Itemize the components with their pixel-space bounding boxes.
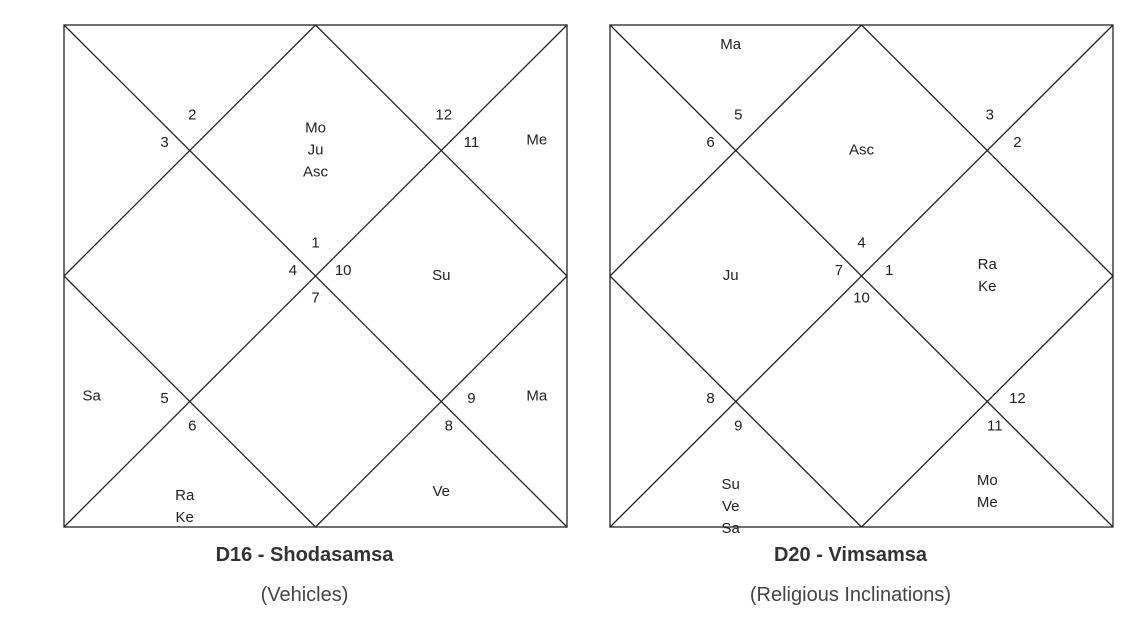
planet-label: Mo — [305, 119, 326, 136]
sign-number: 1 — [885, 262, 893, 279]
sign-number: 5 — [734, 106, 742, 123]
diamond-edge — [609, 24, 862, 277]
house-9: 5 Sa — [82, 387, 168, 407]
sign-number: 5 — [160, 390, 168, 407]
diamond-edge — [63, 24, 316, 277]
house-3: 11 Me — [464, 131, 548, 151]
house-3: 2 — [1013, 134, 1021, 151]
house-6: 8 Ve — [432, 418, 452, 500]
house-11: 3 — [160, 134, 168, 151]
sign-number: 3 — [986, 106, 994, 123]
chart-title: D16 - Shodasamsa — [215, 544, 394, 566]
house-5: 12 — [1009, 390, 1026, 407]
planet-label: Asc — [849, 141, 875, 158]
chart-panel-d16: 1 Mo Ju Asc 12 11 Me 10 Su 9 Ma 8 Ve 7 6 Ra Ke 5 Sa 4 3 2 D16… — [52, 0, 572, 627]
house-1: 1 Mo Ju Asc — [303, 119, 329, 251]
sign-number: 6 — [706, 134, 714, 151]
house-7: 10 — [853, 290, 870, 307]
sign-number: 9 — [734, 418, 742, 435]
planet-label: Ve — [432, 483, 450, 500]
planet-label: Asc — [303, 163, 329, 180]
sign-number: 2 — [1013, 134, 1021, 151]
diagonal-line — [63, 24, 568, 528]
sign-number: 4 — [857, 234, 865, 251]
house-9: 8 — [706, 390, 714, 407]
diagonal-line — [609, 24, 1114, 528]
house-2: 12 — [435, 106, 452, 123]
planet-label: Ra — [175, 487, 195, 504]
house-4: 1 Ra Ke — [885, 256, 997, 295]
planet-label: Me — [526, 131, 547, 148]
house-8: 9 Su Ve Sa — [722, 418, 743, 537]
planet-label: Ke — [978, 278, 996, 295]
diamond-edge — [63, 275, 316, 528]
house-10: 7 Ju — [723, 262, 843, 284]
sign-number: 10 — [335, 262, 352, 279]
planet-label: Me — [977, 494, 998, 511]
sign-number: 9 — [467, 390, 475, 407]
sign-number: 11 — [987, 418, 1003, 435]
sign-number: 7 — [311, 290, 319, 307]
sign-number: 11 — [464, 134, 480, 151]
chart-subtitle: (Vehicles) — [260, 584, 349, 606]
diamond-edge — [315, 24, 568, 277]
planet-label: Ju — [308, 141, 324, 158]
house-7: 7 — [311, 290, 319, 307]
house-1: 4 Asc — [849, 141, 875, 251]
house-8: 6 Ra Ke — [175, 418, 196, 526]
sign-number: 4 — [289, 262, 297, 279]
chart-subtitle: (Religious Inclinations) — [749, 584, 952, 606]
house-11: 6 — [706, 134, 714, 151]
sign-number: 7 — [835, 262, 843, 279]
house-12: 2 — [188, 106, 196, 123]
house-5: 9 Ma — [467, 387, 548, 407]
sign-number: 12 — [435, 106, 452, 123]
sign-number: 8 — [706, 390, 714, 407]
north-indian-chart-d16: 1 Mo Ju Asc 12 11 Me 10 Su 9 Ma 8 Ve 7 6 Ra Ke 5 Sa 4 3 2 — [63, 24, 568, 528]
house-12: 5 Ma — [720, 36, 742, 123]
sign-number: 1 — [311, 234, 319, 251]
chart-frame — [63, 24, 568, 528]
planet-label: Ma — [720, 36, 741, 53]
planet-label: Ve — [722, 498, 740, 515]
diamond-edge — [315, 275, 568, 528]
sign-number: 2 — [188, 106, 196, 123]
house-4: 10 Su — [335, 262, 451, 284]
planet-label: Ra — [978, 256, 998, 273]
chart-frame — [609, 24, 1114, 528]
house-2: 3 — [986, 106, 994, 123]
planet-label: Sa — [82, 387, 101, 404]
sign-number: 6 — [188, 418, 196, 435]
chart-panel-d20: 4 Asc 3 2 1 Ra Ke 12 11 Mo Me 10 9 Su Ve Sa 8 7 Ju 6 5 Ma D20… — [598, 0, 1118, 627]
planet-label: Sa — [722, 520, 741, 537]
planet-label: Su — [432, 267, 450, 284]
house-6: 11 Mo Me — [977, 418, 1003, 511]
planet-label: Ma — [526, 387, 547, 404]
sign-number: 8 — [445, 418, 453, 435]
diamond-edge — [609, 275, 862, 528]
diamond-edge — [861, 24, 1114, 277]
planet-label: Mo — [977, 472, 998, 489]
sign-number: 10 — [853, 290, 870, 307]
planet-label: Ke — [176, 509, 194, 526]
sign-number: 3 — [160, 134, 168, 151]
planet-label: Su — [722, 476, 740, 493]
house-10: 4 — [289, 262, 297, 279]
north-indian-chart-d20: 4 Asc 3 2 1 Ra Ke 12 11 Mo Me 10 9 Su Ve Sa 8 7 Ju 6 5 Ma — [609, 24, 1114, 537]
planet-label: Ju — [723, 267, 739, 284]
chart-title: D20 - Vimsamsa — [773, 544, 928, 566]
sign-number: 12 — [1009, 390, 1026, 407]
diamond-edge — [861, 275, 1114, 528]
